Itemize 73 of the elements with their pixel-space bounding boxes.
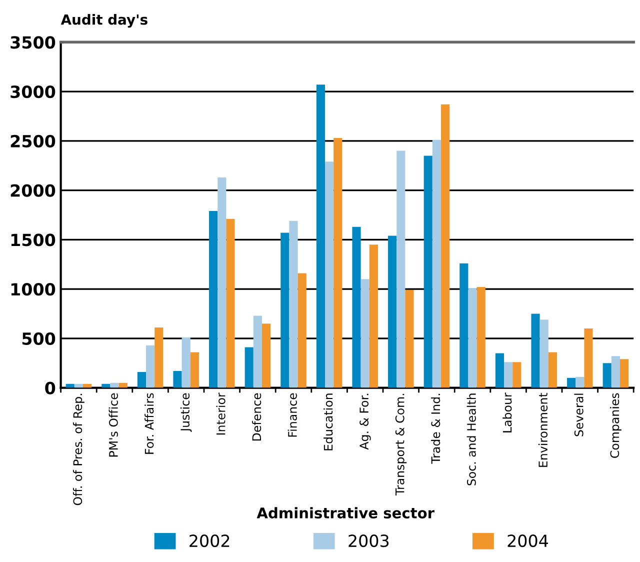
bar — [504, 362, 513, 388]
bar — [289, 220, 298, 388]
bar — [512, 362, 522, 388]
legend-label: 2004 — [508, 534, 548, 548]
bar — [316, 84, 326, 388]
bar — [602, 363, 612, 388]
x-tick-label: For. Affairs — [144, 393, 154, 454]
bar — [460, 263, 468, 388]
bar — [352, 226, 361, 388]
bar — [360, 279, 370, 388]
x-tick-label: Education — [324, 394, 333, 450]
bar — [298, 273, 306, 388]
bar — [182, 337, 190, 388]
x-tick-label: Soc. and Health — [466, 394, 476, 486]
bar — [468, 288, 477, 388]
bar — [137, 372, 146, 388]
y-tick-label: 2000 — [10, 184, 56, 197]
bar — [495, 353, 504, 388]
y-axis-title: Audit day's — [60, 14, 148, 28]
bar — [209, 211, 218, 388]
legend-label: 2003 — [348, 534, 389, 548]
bar — [369, 244, 378, 388]
bar — [253, 316, 262, 388]
bar — [476, 287, 486, 388]
bar — [190, 352, 199, 388]
x-axis-title: Administrative sector — [256, 507, 434, 518]
bar — [432, 140, 441, 388]
bar — [280, 232, 290, 388]
legend-label: 2002 — [190, 534, 230, 548]
x-tick-label: Labour — [502, 392, 512, 432]
x-tick-label: Trade & Ind. — [430, 394, 440, 464]
bar — [531, 314, 540, 388]
bar — [388, 236, 397, 388]
bar — [584, 328, 593, 388]
x-tick-label: Defence — [252, 393, 262, 440]
y-tick-label: 3000 — [10, 85, 56, 98]
y-tick-label: 0 — [45, 382, 56, 394]
bar — [611, 356, 620, 388]
bar — [424, 156, 432, 388]
bar — [567, 378, 576, 388]
x-tick-label: Environment — [538, 392, 548, 467]
bar — [396, 150, 406, 388]
x-tick-label: Finance — [288, 393, 297, 437]
bar — [118, 382, 128, 388]
bar — [540, 320, 548, 388]
bar — [226, 218, 235, 388]
bar — [620, 359, 629, 388]
x-tick-label: Several — [574, 394, 584, 436]
bar — [262, 324, 271, 388]
x-tick-label: Ag. & For. — [360, 394, 371, 450]
bar — [440, 104, 450, 388]
x-tick-label: Interior — [216, 392, 226, 435]
bar — [334, 138, 342, 388]
bar — [154, 328, 164, 388]
bar — [325, 162, 334, 388]
x-tick-label: Off. of Pres. of Rep. — [72, 394, 84, 506]
x-tick-label: PM's Office — [108, 393, 118, 457]
y-tick-label: 1500 — [11, 234, 56, 246]
bar — [218, 177, 226, 388]
bar — [576, 376, 584, 388]
y-tick-label: 500 — [22, 332, 56, 345]
bar — [146, 345, 155, 388]
x-tick-label: Justice — [180, 393, 192, 432]
bar — [110, 382, 119, 388]
bar — [548, 352, 557, 388]
x-tick-label: Transport & Com. — [395, 394, 407, 496]
x-tick-label: Companies — [610, 393, 622, 458]
bar — [244, 347, 254, 388]
bar — [405, 290, 414, 388]
y-tick-label: 3500 — [10, 36, 56, 49]
bar — [173, 370, 182, 388]
y-tick-label: 1000 — [11, 282, 56, 296]
y-tick-label: 2500 — [10, 134, 56, 148]
